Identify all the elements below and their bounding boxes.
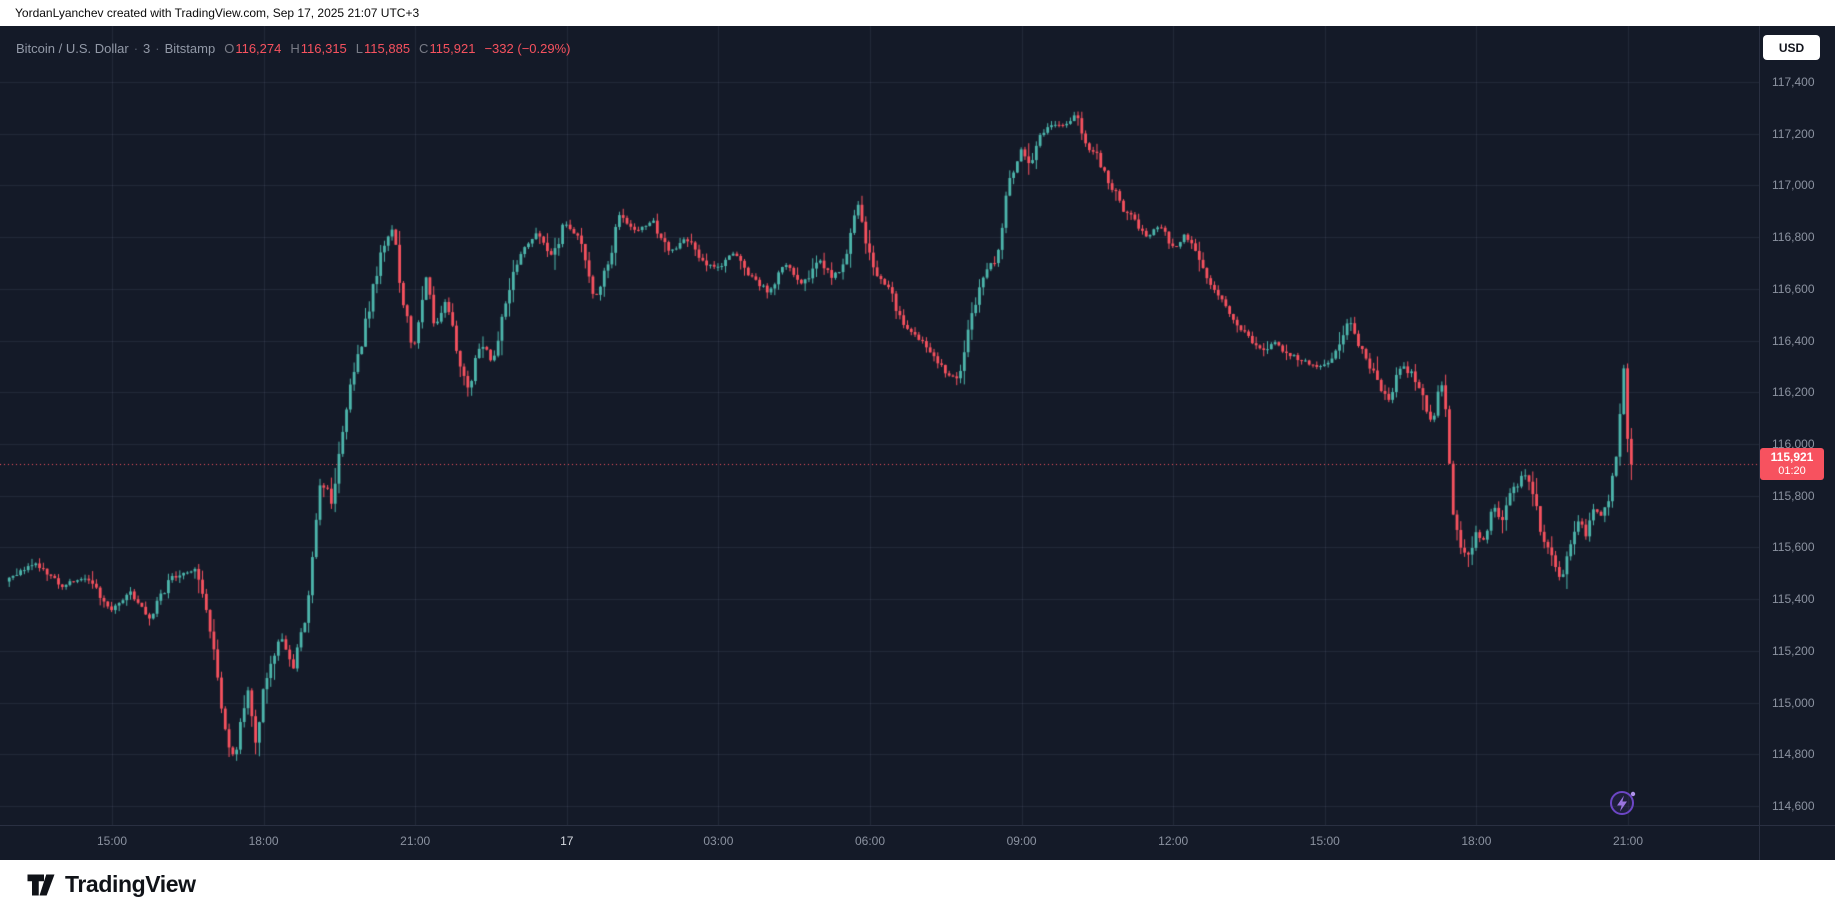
price-axis-label: 116,400 bbox=[1772, 333, 1815, 348]
price-axis-label: 116,200 bbox=[1772, 385, 1815, 400]
time-axis-label: 18:00 bbox=[1461, 834, 1492, 848]
ohlc-low-value: 115,885 bbox=[364, 41, 411, 56]
ohlc-high-label: H bbox=[290, 41, 300, 56]
time-axis-label: 18:00 bbox=[248, 834, 279, 848]
price-axis[interactable]: 117,400 117,200 117,000 116,800 116,600 116,4… bbox=[1759, 26, 1835, 860]
price-axis-label: 115,200 bbox=[1772, 643, 1815, 658]
legend-exchange[interactable]: Bitstamp bbox=[164, 41, 216, 56]
price-axis-label: 116,600 bbox=[1772, 281, 1815, 296]
legend-separator: · bbox=[133, 41, 139, 56]
time-axis-label: 15:00 bbox=[96, 834, 128, 848]
legend-symbol[interactable]: Bitcoin / U.S. Dollar bbox=[16, 41, 129, 56]
change-value: −332 (−0.29%) bbox=[484, 41, 571, 56]
chart-region: Bitcoin / U.S. Dollar · 3 · Bitstamp O116,274… bbox=[0, 26, 1835, 860]
tradingview-logo-icon[interactable] bbox=[26, 872, 56, 898]
footer: TradingView bbox=[0, 860, 1835, 909]
time-axis-label: 21:00 bbox=[400, 834, 431, 848]
time-axis-label: 15:00 bbox=[1309, 834, 1340, 848]
time-axis-label: 09:00 bbox=[1006, 834, 1037, 848]
price-axis-label: 114,800 bbox=[1772, 747, 1815, 762]
currency-button[interactable]: USD bbox=[1763, 35, 1820, 60]
attribution-text: YordanLyanchev created with TradingView.… bbox=[15, 6, 420, 20]
ohlc-open-value: 116,274 bbox=[235, 41, 282, 56]
time-axis-label: 03:00 bbox=[703, 834, 734, 848]
last-price-value: 115,921 bbox=[1770, 450, 1814, 465]
price-axis-label: 115,800 bbox=[1772, 488, 1815, 503]
ohlc-close-label: C bbox=[419, 41, 429, 56]
legend-interval[interactable]: 3 bbox=[143, 41, 151, 56]
price-axis-label: 117,400 bbox=[1772, 75, 1815, 89]
tradingview-brand-text[interactable]: TradingView bbox=[65, 871, 196, 897]
time-axis-label: 06:00 bbox=[854, 834, 885, 848]
time-axis-label: 17 bbox=[560, 834, 574, 848]
price-axis-label: 115,400 bbox=[1772, 592, 1815, 607]
ohlc-open-label: O bbox=[224, 41, 235, 56]
candlestick-chart[interactable] bbox=[0, 26, 1759, 825]
ohlc-low-label: L bbox=[355, 41, 364, 56]
ohlc-high-value: 116,315 bbox=[300, 41, 347, 56]
time-axis[interactable]: 15:00 18:00 21:00 17 03:00 06:00 09:00 12:00 15:… bbox=[0, 825, 1759, 860]
time-axis-label: 12:00 bbox=[1158, 834, 1189, 848]
price-axis-label: 116,000 bbox=[1772, 436, 1815, 451]
price-axis-label: 115,600 bbox=[1772, 540, 1815, 555]
attribution-bar: YordanLyanchev created with TradingView.… bbox=[0, 0, 1835, 26]
price-axis-label: 117,200 bbox=[1772, 126, 1815, 141]
flash-icon[interactable] bbox=[1607, 786, 1639, 818]
bar-countdown: 01:20 bbox=[1778, 465, 1806, 478]
legend: Bitcoin / U.S. Dollar · 3 · Bitstamp O116,274… bbox=[16, 40, 570, 57]
price-axis-label: 116,800 bbox=[1772, 230, 1815, 245]
time-axis-border bbox=[0, 825, 1835, 826]
legend-separator: · bbox=[155, 41, 160, 56]
time-axis-label: 21:00 bbox=[1612, 834, 1643, 848]
price-axis-label: 115,000 bbox=[1772, 695, 1815, 710]
ohlc-close-value: 115,921 bbox=[429, 41, 476, 56]
last-price-tag: 115,921 01:20 bbox=[1760, 448, 1824, 481]
price-axis-label: 114,600 bbox=[1772, 798, 1815, 813]
price-axis-label: 117,000 bbox=[1772, 178, 1815, 193]
